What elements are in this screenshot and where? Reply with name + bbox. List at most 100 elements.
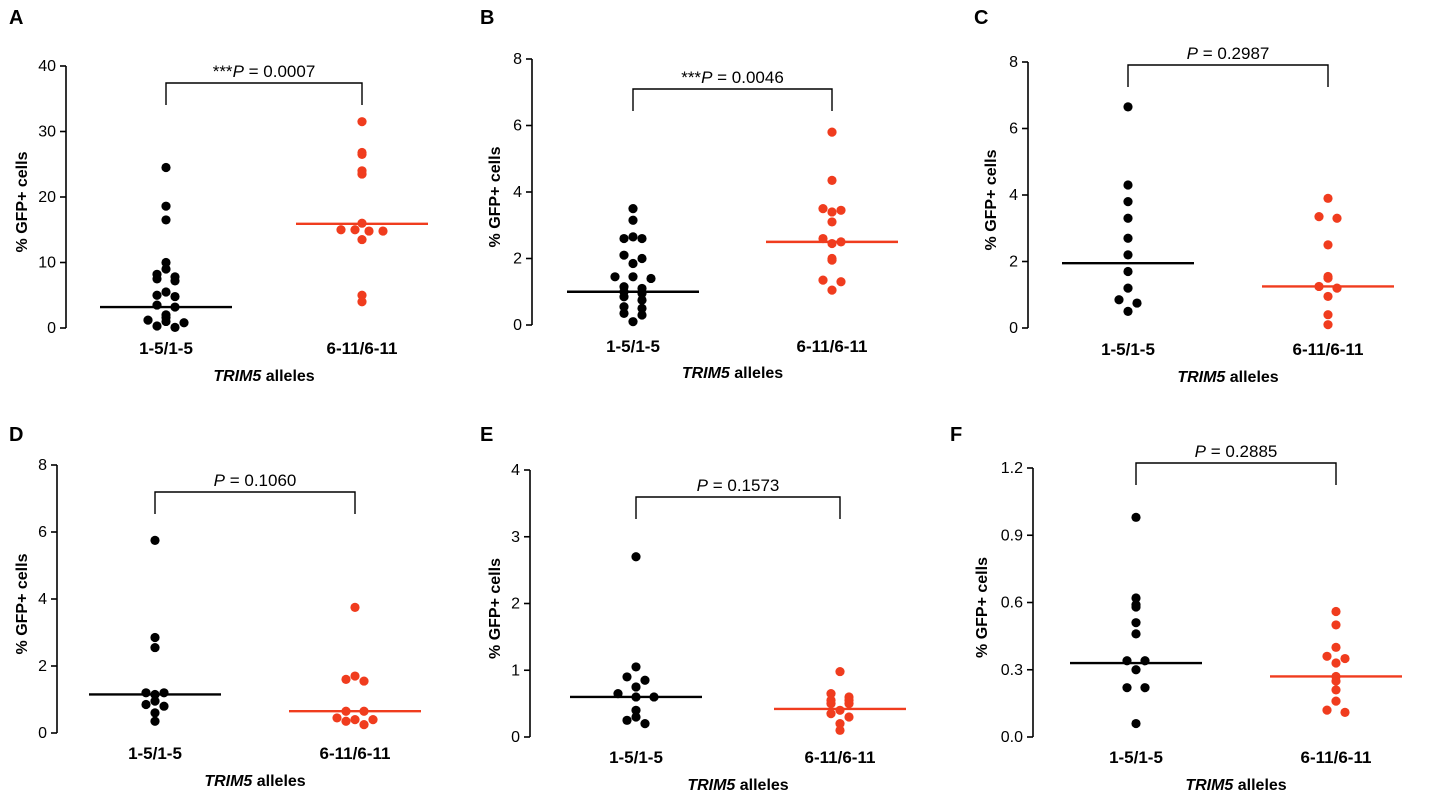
data-point <box>332 713 342 723</box>
x-category-label: 6-11/6-11 <box>327 339 398 358</box>
data-point <box>631 552 641 562</box>
data-point <box>150 696 160 706</box>
p-value-stars: *** <box>213 62 233 81</box>
significance-bracket <box>1135 462 1337 485</box>
p-value-number: = 0.1573 <box>708 476 779 495</box>
data-point <box>150 642 160 653</box>
panel-e: E 0 1 2 3 4 % GFP+ cells 1-5/1-5 6-11/6-11 TRIM5 … <box>480 424 906 794</box>
data-point <box>827 285 837 295</box>
data-point <box>836 277 846 287</box>
data-point <box>1323 240 1333 250</box>
data-point <box>170 322 180 332</box>
data-point <box>640 675 650 685</box>
panel-f: F 0.0 0.3 0.6 0.9 1.2 % GFP+ cells 1-5/1-5 6-11/… <box>950 424 1402 794</box>
y-tick-label: 8 <box>513 51 522 68</box>
data-point <box>637 310 647 320</box>
panel-letter: E <box>480 424 493 446</box>
p-value-label: P = 0.1573 <box>697 476 780 495</box>
data-point <box>161 201 171 211</box>
data-point <box>143 315 153 325</box>
x-category-label: 1-5/1-5 <box>1109 748 1163 767</box>
data-point <box>1323 193 1333 203</box>
data-point <box>827 127 837 137</box>
data-point <box>357 234 367 245</box>
y-tick-label: 0 <box>1009 320 1018 337</box>
data-point <box>161 257 171 268</box>
y-axis-title: % GFP+ cells <box>983 149 1000 250</box>
y-tick-label: 2 <box>511 596 520 613</box>
significance-bracket <box>1127 64 1329 87</box>
data-point <box>631 662 641 672</box>
data-point <box>1131 512 1141 522</box>
panel-b: B 0 2 4 6 8 % GFP+ cells 1-5/1-5 6-11/6-11 TRIM5 … <box>480 7 898 382</box>
data-point <box>1323 320 1333 330</box>
data-point <box>1123 180 1133 190</box>
data-point <box>341 716 351 726</box>
data-point <box>826 689 836 699</box>
data-point <box>844 712 854 722</box>
data-point <box>357 117 367 127</box>
data-point <box>622 672 632 682</box>
data-point <box>1131 718 1141 729</box>
p-value-label: ***P = 0.0007 <box>213 62 316 81</box>
p-value-number: = 0.0046 <box>712 68 783 87</box>
x-axis-title-gene: TRIM5 <box>213 368 262 385</box>
data-point <box>619 292 629 302</box>
data-point <box>159 701 169 711</box>
data-point <box>150 535 160 545</box>
x-category-label: 6-11/6-11 <box>1301 748 1372 767</box>
y-tick-label: 0 <box>513 317 522 334</box>
data-point <box>836 205 846 215</box>
data-point <box>159 688 169 698</box>
panel-letter: D <box>9 424 23 446</box>
p-value-symbol: P <box>701 68 713 87</box>
data-point <box>1331 620 1341 630</box>
data-point <box>827 175 837 185</box>
data-point <box>844 699 854 709</box>
panel-a: A 0 10 20 30 40 % GFP+ cells 1-5/1-5 6-11/6-11 TR… <box>9 7 428 385</box>
data-point <box>341 674 351 685</box>
x-axis-title-rest: alleles <box>252 773 305 790</box>
data-point <box>610 272 620 282</box>
data-point <box>619 308 629 318</box>
y-tick-label: 0 <box>47 320 56 337</box>
data-point <box>179 318 189 328</box>
p-value-symbol: P <box>697 476 709 495</box>
data-point <box>1123 306 1133 316</box>
x-axis-title-rest: alleles <box>730 365 783 382</box>
x-category-label: 1-5/1-5 <box>609 748 663 767</box>
y-tick-label: 4 <box>513 184 522 201</box>
y-tick-label: 3 <box>511 529 520 546</box>
data-point <box>1131 665 1141 675</box>
panel-letter: B <box>480 7 494 29</box>
x-axis-title: TRIM5 alleles <box>1177 369 1278 386</box>
data-point <box>1123 197 1133 207</box>
data-point <box>827 207 837 217</box>
data-point <box>835 666 845 677</box>
data-point <box>826 709 836 719</box>
data-point <box>1323 273 1333 283</box>
x-axis-title: TRIM5 alleles <box>204 773 305 790</box>
data-point <box>628 272 638 282</box>
data-point <box>1323 291 1333 302</box>
data-point <box>1331 642 1341 652</box>
data-point <box>1322 651 1332 661</box>
data-point <box>357 297 367 307</box>
y-tick-label: 0 <box>511 729 520 746</box>
x-axis-title-rest: alleles <box>1225 369 1278 386</box>
y-tick-label: 4 <box>511 462 520 479</box>
data-point <box>628 204 638 214</box>
y-axis-title: % GFP+ cells <box>487 146 504 247</box>
data-point <box>1314 212 1324 222</box>
y-tick-label: 10 <box>38 255 56 272</box>
data-point <box>1323 310 1333 320</box>
data-point <box>619 233 629 244</box>
data-point <box>357 149 367 160</box>
data-point <box>818 275 828 285</box>
data-point <box>350 602 360 612</box>
data-point <box>1332 283 1342 293</box>
panel-letter: C <box>974 7 988 29</box>
data-point <box>827 217 837 227</box>
data-point <box>150 632 160 643</box>
x-axis-title-gene: TRIM5 <box>687 777 736 794</box>
